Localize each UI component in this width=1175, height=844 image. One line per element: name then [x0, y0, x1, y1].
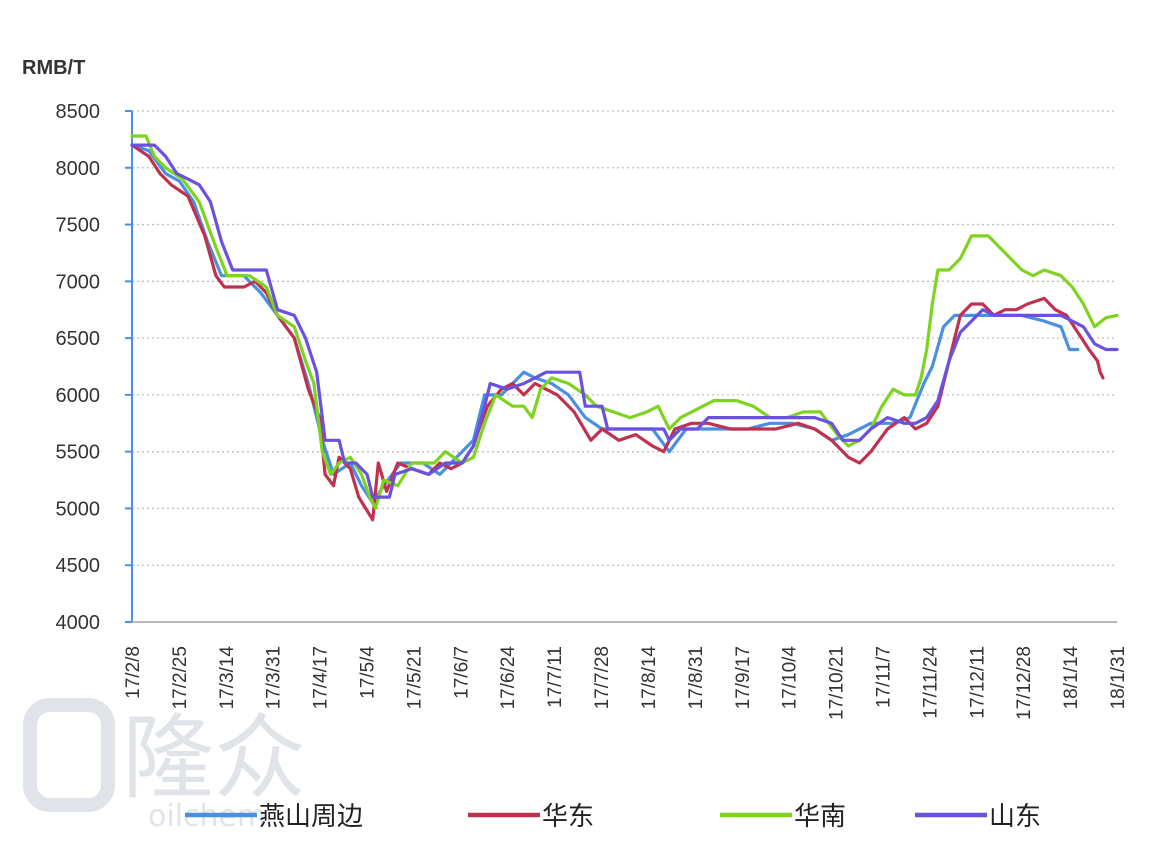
watermark-logo-text: 隆众	[122, 705, 306, 812]
y-tick-label: 8000	[56, 158, 101, 180]
x-tick-label: 17/10/21	[827, 646, 848, 720]
y-tick-label: 5000	[56, 498, 101, 520]
axes	[125, 110, 1117, 623]
series-line-2	[130, 143, 1105, 522]
y-tick-label: 7500	[56, 215, 101, 237]
x-tick-label: 17/2/25	[170, 646, 191, 709]
legend-label: 华南	[794, 802, 846, 832]
x-tick-label: 17/7/28	[592, 646, 613, 709]
y-tick-label: 5500	[56, 442, 101, 464]
legend-label: 华东	[542, 802, 594, 832]
x-tick-label: 17/11/7	[873, 646, 894, 708]
series-line-4	[130, 143, 1119, 499]
x-tick-label: 17/2/8	[123, 646, 144, 699]
x-tick-label: 17/6/7	[451, 646, 472, 699]
x-tick-label: 17/8/14	[639, 646, 660, 710]
y-tick-label: 6500	[56, 328, 101, 350]
x-tick-label: 17/6/24	[498, 646, 519, 710]
y-tick-label: 4500	[56, 555, 101, 577]
legend: 燕山周边 华东 华南 山东	[185, 802, 1041, 832]
x-axis-ticks: 17/2/8 17/2/25 17/3/14 17/3/31 17/4/17 17/5/4…	[123, 646, 1129, 720]
y-tick-label: 7000	[56, 271, 101, 293]
x-tick-label: 17/11/24	[920, 646, 941, 719]
x-tick-label: 17/3/14	[217, 646, 238, 710]
x-tick-label: 17/5/21	[404, 646, 425, 709]
x-tick-label: 18/1/14	[1061, 646, 1082, 710]
y-tick-label: 6000	[56, 385, 101, 407]
x-tick-label: 17/4/17	[311, 646, 332, 709]
y-axis-ticks: 4000 4500 5000 5500 6000 6500 7000 7500 8000 8500	[56, 101, 101, 634]
x-tick-label: 17/9/17	[733, 646, 754, 709]
legend-label: 燕山周边	[259, 802, 363, 832]
series-line-3	[130, 134, 1119, 510]
x-tick-label: 17/7/11	[545, 646, 566, 708]
watermark: 隆众 oilchem	[23, 698, 306, 834]
y-axis-unit-label: RMB/T	[22, 57, 85, 79]
x-tick-label: 18/1/31	[1108, 646, 1129, 709]
x-tick-label: 17/10/4	[780, 646, 801, 710]
series-lines	[130, 134, 1119, 522]
legend-label: 山东	[989, 802, 1041, 832]
x-tick-label: 17/8/31	[686, 646, 707, 709]
series-line-1	[130, 143, 1080, 505]
y-tick-label: 8500	[56, 101, 101, 123]
x-tick-label: 17/12/28	[1014, 646, 1035, 720]
x-tick-label: 17/12/11	[967, 646, 988, 719]
watermark-logo-icon	[23, 698, 115, 812]
y-tick-label: 4000	[56, 612, 101, 634]
x-tick-label: 17/3/31	[264, 646, 285, 709]
x-tick-label: 17/5/4	[358, 646, 379, 699]
gridlines	[132, 110, 1117, 566]
